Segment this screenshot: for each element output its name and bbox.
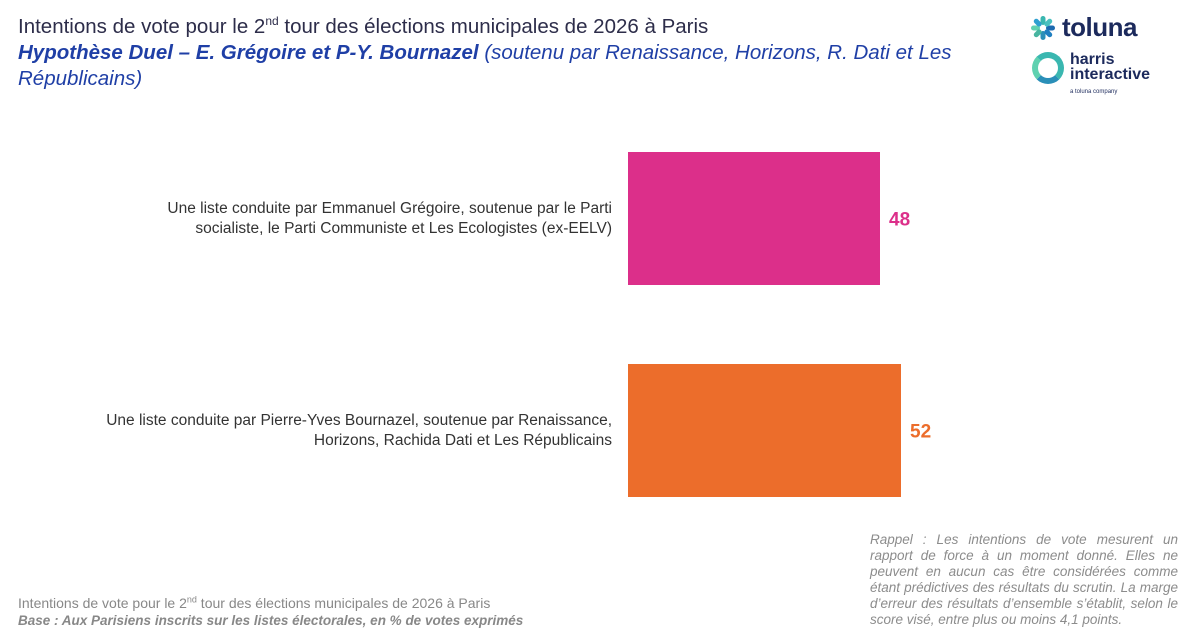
- footer-base: Base : Aux Parisiens inscrits sur les li…: [18, 613, 524, 628]
- toluna-company-tagline: a toluna company: [1070, 89, 1118, 95]
- disclaimer-note: Rappel : Les intentions de vote mesurent…: [870, 532, 1178, 627]
- chart-subtitle: Hypothèse Duel – E. Grégoire et P-Y. Bou…: [18, 41, 952, 90]
- interactive-word: interactive: [1070, 66, 1151, 83]
- toluna-logo: toluna: [1030, 12, 1138, 43]
- footer: Intentions de vote pour le 2nd tour des …: [18, 595, 658, 629]
- toluna-wordmark: toluna: [1062, 12, 1138, 42]
- harris-interactive-logo: harris interactive a toluna company: [1032, 52, 1150, 100]
- category-label-2: Une liste conduite par Pierre-Yves Bourn…: [106, 411, 612, 449]
- toluna-star-icon: [1031, 15, 1055, 40]
- chart-header: Intentions de vote pour le 2nd tour des …: [18, 14, 1008, 92]
- bar-2: [628, 364, 901, 497]
- category-label-1: Une liste conduite par Emmanuel Grégoire…: [167, 199, 612, 237]
- harris-word: harris: [1070, 51, 1115, 68]
- harris-ring-icon: [1032, 52, 1064, 84]
- logos: toluna harris interactive a toluna compa…: [1030, 12, 1190, 102]
- footer-source-title: Intentions de vote pour le 2nd tour des …: [18, 594, 491, 611]
- chart-title: Intentions de vote pour le 2nd tour des …: [18, 14, 709, 38]
- bar-1: [628, 152, 880, 285]
- bar-value-label-1: 48: [889, 210, 910, 231]
- bar-value-label-2: 52: [910, 422, 931, 443]
